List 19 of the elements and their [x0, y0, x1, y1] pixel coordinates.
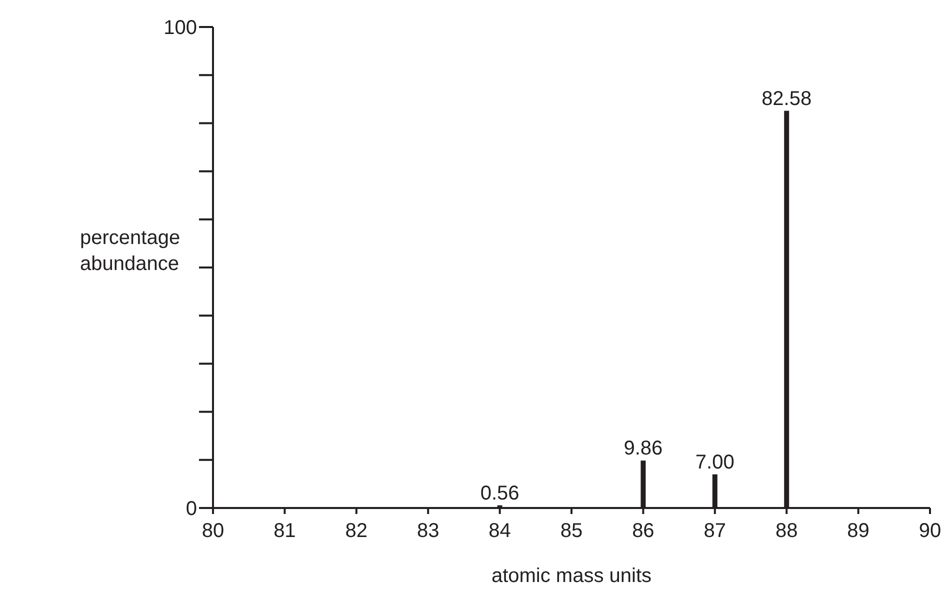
x-tick-label: 84 [488, 520, 511, 542]
data-label: 7.00 [695, 451, 734, 474]
data-label: 9.86 [624, 438, 663, 460]
x-tick-label: 89 [847, 520, 870, 542]
x-tick-label: 82 [345, 520, 368, 542]
y-axis-title: percentage abundance [80, 227, 180, 275]
x-tick-label: 90 [918, 520, 942, 542]
x-tick-label: 86 [632, 520, 654, 542]
x-tick-label: 85 [560, 520, 583, 542]
data-label: 0.56 [480, 482, 520, 504]
y-tick-label: 0 [186, 498, 197, 520]
x-tick-label: 88 [775, 520, 798, 542]
x-tick-label: 80 [202, 520, 224, 542]
x-tick-label: 83 [416, 520, 440, 542]
y-tick-label: 100 [164, 17, 197, 39]
x-tick-label: 87 [704, 520, 726, 542]
x-tick-label: 81 [274, 520, 296, 542]
x-axis-title: atomic mass units [491, 565, 652, 587]
data-label: 82.58 [762, 88, 812, 110]
